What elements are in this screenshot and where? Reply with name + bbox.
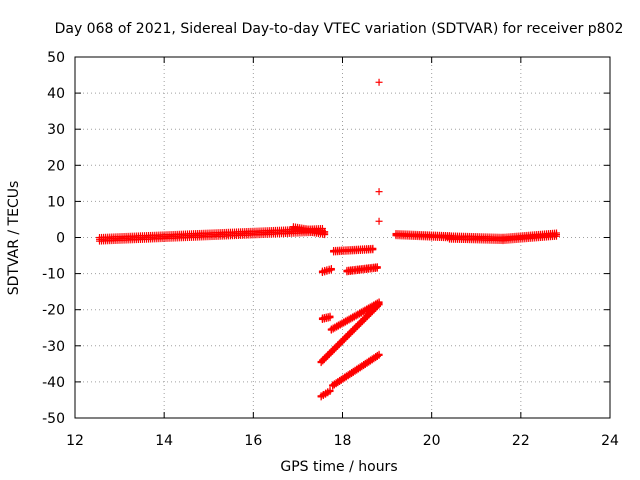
x-tick-label: 22 <box>512 433 530 449</box>
data-point <box>326 387 334 395</box>
y-tick-label: 10 <box>47 194 65 210</box>
y-axis-label: SDTVAR / TECUs <box>6 181 22 296</box>
y-tick-label: 30 <box>47 122 65 138</box>
data-point <box>375 299 383 307</box>
axis-ticks <box>74 56 611 419</box>
data-point <box>375 78 383 86</box>
y-tick-label: 0 <box>56 231 65 247</box>
x-tick-label: 24 <box>601 433 619 449</box>
y-tick-label: -30 <box>42 339 65 355</box>
x-tick-label: 18 <box>334 433 352 449</box>
x-tick-label: 16 <box>244 433 262 449</box>
y-tick-label: -40 <box>42 375 65 391</box>
x-tick-label: 12 <box>66 433 84 449</box>
data-point <box>373 264 381 272</box>
data-points <box>96 78 560 401</box>
y-tick-labels: -50 -40 -30 -20 -10 0 10 20 30 40 50 <box>42 50 65 427</box>
x-tick-label: 14 <box>155 433 173 449</box>
data-point <box>326 314 334 322</box>
data-point <box>375 188 383 196</box>
y-tick-label: 40 <box>47 86 65 102</box>
data-point <box>321 231 329 239</box>
y-tick-label: -50 <box>42 411 65 427</box>
data-point <box>375 351 383 359</box>
data-point <box>553 232 560 240</box>
x-tick-label: 20 <box>423 433 441 449</box>
data-point <box>369 246 377 254</box>
data-point <box>375 217 383 225</box>
chart-title: Day 068 of 2021, Sidereal Day-to-day VTE… <box>55 21 624 37</box>
y-tick-label: 50 <box>47 50 65 66</box>
y-tick-label: -10 <box>42 267 65 283</box>
x-axis-label: GPS time / hours <box>280 459 397 475</box>
x-tick-labels: 12 14 16 18 20 22 24 <box>66 433 619 449</box>
data-point <box>327 266 335 274</box>
y-tick-label: -20 <box>42 303 65 319</box>
y-tick-label: 20 <box>47 158 65 174</box>
